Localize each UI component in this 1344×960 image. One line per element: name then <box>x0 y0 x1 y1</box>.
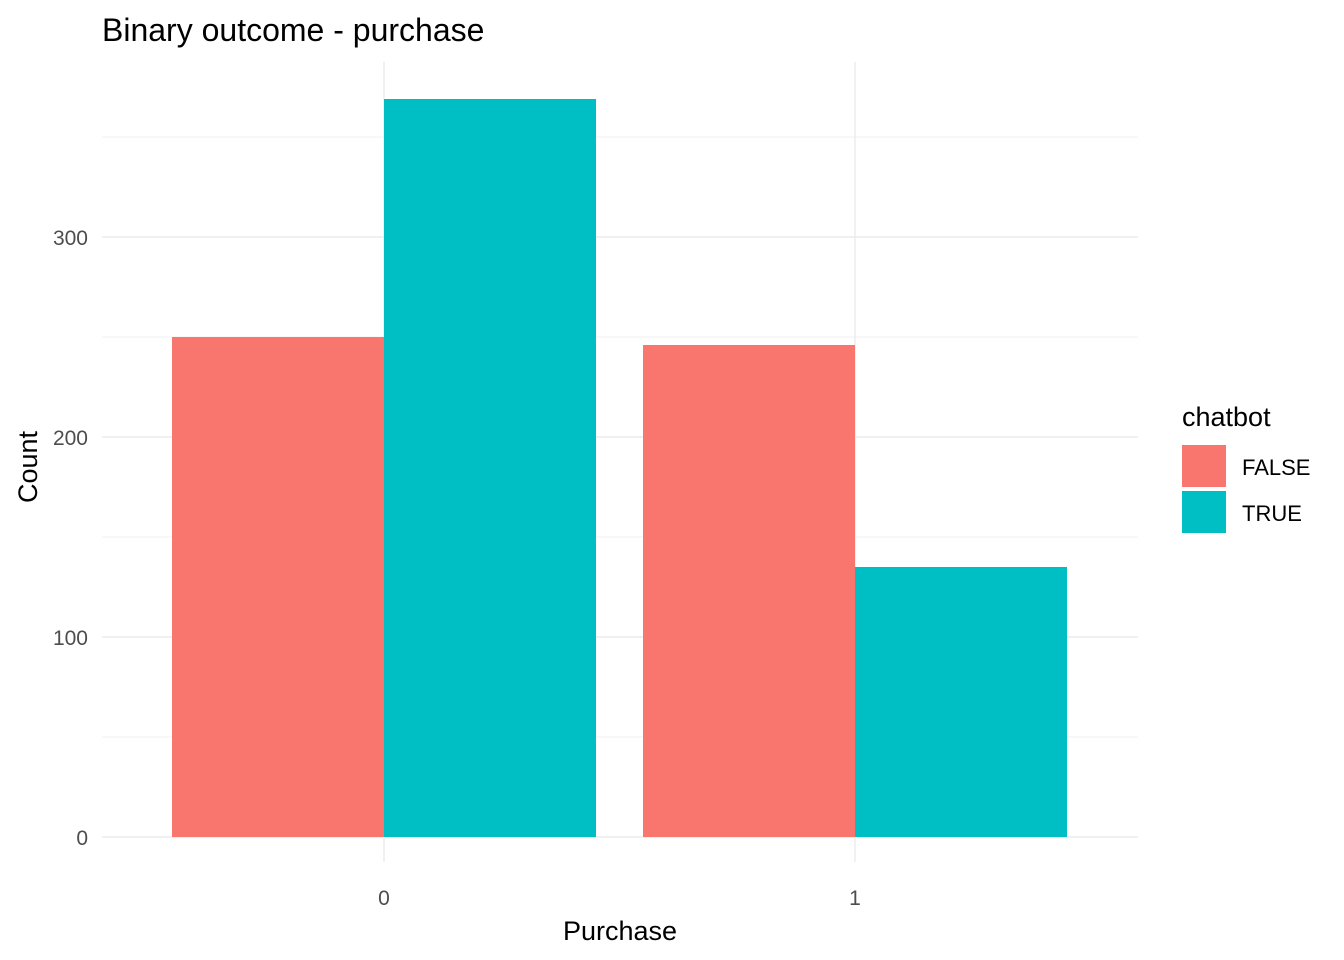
legend-key-true <box>1182 491 1226 533</box>
bar-0-false <box>172 337 384 837</box>
x-tick-label: 0 <box>378 887 390 910</box>
legend-key-false <box>1182 445 1226 487</box>
bar-0-true <box>384 99 596 837</box>
legend: chatbot FALSE TRUE <box>1182 402 1310 533</box>
legend-items: FALSE TRUE <box>1182 445 1310 533</box>
bars-layer <box>172 99 1067 837</box>
y-tick-label: 100 <box>53 627 88 650</box>
chart-title: Binary outcome - purchase <box>102 12 484 48</box>
bar-1-false <box>643 345 855 837</box>
y-tick-label: 0 <box>76 827 88 850</box>
x-tick-label: 1 <box>849 887 861 910</box>
legend-label-true: TRUE <box>1242 501 1302 526</box>
legend-label-false: FALSE <box>1242 455 1310 480</box>
bar-1-true <box>855 567 1067 837</box>
y-tick-label: 200 <box>53 427 88 450</box>
y-tick-labels: 0 100 200 300 <box>53 227 88 850</box>
y-axis-title: Count <box>13 430 43 503</box>
y-tick-label: 300 <box>53 227 88 250</box>
x-axis-title: Purchase <box>563 916 677 946</box>
legend-title: chatbot <box>1182 402 1271 432</box>
